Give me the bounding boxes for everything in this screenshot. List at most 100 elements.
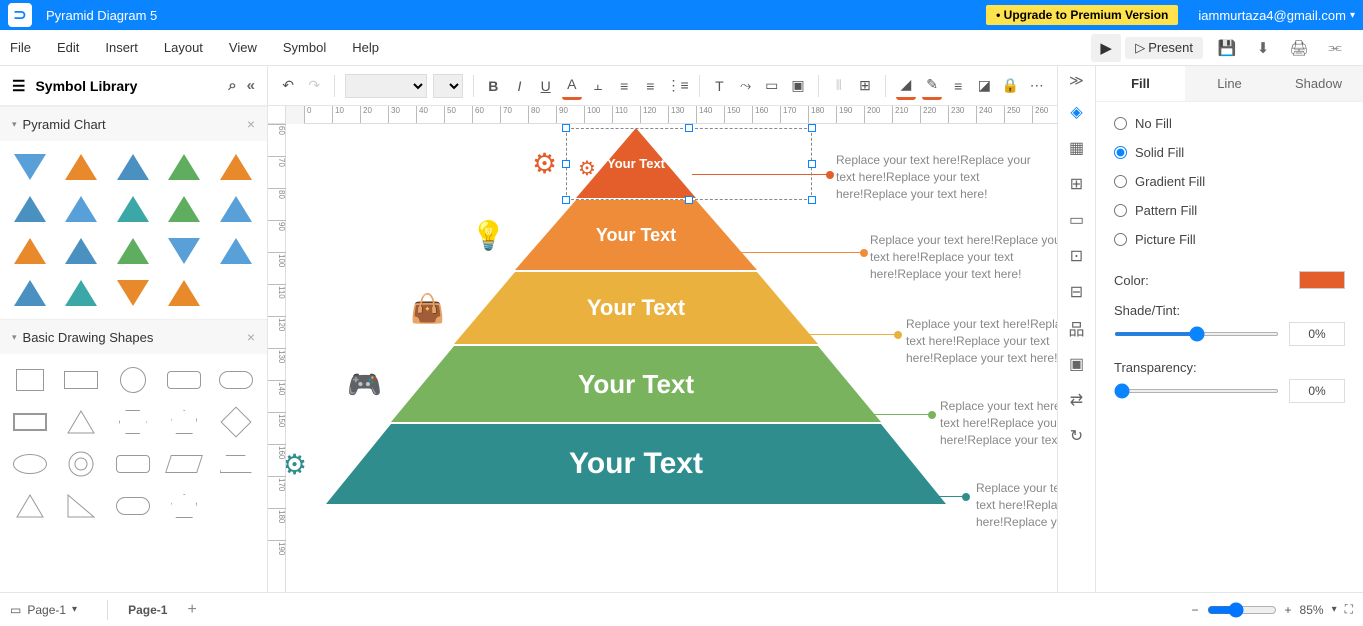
tab-shadow[interactable]: Shadow — [1274, 66, 1363, 101]
tab-fill[interactable]: Fill — [1096, 66, 1185, 101]
page-dropdown[interactable]: Page-1 — [27, 603, 66, 617]
fill-tool-icon[interactable]: ◈ — [1061, 95, 1093, 129]
pyramid-shape[interactable] — [8, 233, 52, 269]
italic-icon[interactable]: I — [509, 72, 529, 100]
tree-tool-icon[interactable]: 品 — [1061, 311, 1093, 345]
align-top-icon[interactable]: ⫠ — [588, 72, 608, 100]
line-color-icon[interactable]: ✎ — [922, 72, 942, 100]
basic-shape[interactable] — [8, 446, 52, 482]
zoom-in-icon[interactable]: + — [1285, 603, 1292, 617]
fullscreen-icon[interactable]: ⛶ — [1345, 602, 1353, 617]
shadow-icon[interactable]: ◪ — [974, 72, 994, 100]
pyramid-shape[interactable] — [162, 233, 206, 269]
pyramid-shape[interactable] — [8, 149, 52, 185]
radio-pattern-fill[interactable]: Pattern Fill — [1114, 203, 1345, 218]
underline-icon[interactable]: U — [536, 72, 556, 100]
pyramid-shape[interactable] — [214, 149, 258, 185]
pyramid-shape[interactable] — [162, 275, 206, 311]
format-tool-icon[interactable]: ▣ — [1061, 347, 1093, 381]
basic-shape[interactable] — [111, 446, 155, 482]
font-color-icon[interactable]: A — [562, 72, 582, 100]
pyramid-level[interactable]: Your Text — [326, 424, 946, 504]
undo-icon[interactable]: ↶ — [278, 72, 298, 100]
basic-shape[interactable] — [214, 362, 258, 398]
slideshow-icon[interactable]: ▶ — [1091, 34, 1121, 62]
bullets-icon[interactable]: ⋮≡ — [666, 72, 688, 100]
level-description[interactable]: Replace your text here!Replace your text… — [836, 152, 1036, 202]
selection-handle[interactable] — [808, 124, 816, 132]
download-icon[interactable]: ⬇ — [1245, 34, 1281, 62]
level-description[interactable]: Replace your text here!Replace your text… — [870, 232, 1057, 282]
panel-basic-shapes[interactable]: Basic Drawing Shapes × — [0, 320, 267, 354]
pyramid-shape[interactable] — [8, 191, 52, 227]
more-icon[interactable]: ⋯ — [1027, 72, 1047, 100]
radio-gradient-fill[interactable]: Gradient Fill — [1114, 174, 1345, 189]
canvas[interactable]: Your Text⚙Replace your text here!Replace… — [286, 124, 1057, 592]
menu-layout[interactable]: Layout — [164, 40, 203, 55]
level-description[interactable]: Replace your text here!Replace your text… — [906, 316, 1057, 366]
color-swatch[interactable] — [1299, 271, 1345, 289]
align-middle-icon[interactable]: ≡ — [614, 72, 634, 100]
pyramid-shape[interactable] — [111, 275, 155, 311]
radio-picture-fill[interactable]: Picture Fill — [1114, 232, 1345, 247]
pyramid-shape[interactable] — [214, 233, 258, 269]
tab-line[interactable]: Line — [1185, 66, 1274, 101]
menu-insert[interactable]: Insert — [105, 40, 138, 55]
pyramid-level[interactable]: Your Text — [454, 272, 818, 344]
bold-icon[interactable]: B — [483, 72, 503, 100]
zoom-slider[interactable] — [1207, 602, 1277, 618]
pyramid-shape[interactable] — [59, 275, 103, 311]
layout-tool-icon[interactable]: ▦ — [1061, 131, 1093, 165]
basic-shape[interactable] — [162, 446, 206, 482]
app-logo[interactable]: ⊃ — [8, 3, 32, 27]
selection-handle[interactable] — [808, 160, 816, 168]
close-panel-icon[interactable]: × — [247, 329, 255, 345]
pyramid-shape[interactable] — [59, 191, 103, 227]
pyramid-shape[interactable] — [111, 191, 155, 227]
selection-handle[interactable] — [562, 196, 570, 204]
level-description[interactable]: Replace your text here!Replace your text… — [940, 398, 1057, 448]
selection-handle[interactable] — [808, 196, 816, 204]
basic-shape[interactable] — [59, 488, 103, 524]
menu-symbol[interactable]: Symbol — [283, 40, 326, 55]
zoom-out-icon[interactable]: − — [1192, 603, 1199, 617]
panel-pyramid-chart[interactable]: Pyramid Chart × — [0, 107, 267, 141]
pages-icon[interactable]: ▭ — [10, 603, 21, 617]
expand-panel-icon[interactable]: ≫ — [1069, 72, 1084, 89]
history-tool-icon[interactable]: ↻ — [1061, 419, 1093, 453]
align-icon[interactable]: ⫴ — [829, 72, 849, 100]
lock-icon[interactable]: 🔒 — [1000, 72, 1020, 100]
pyramid-shape[interactable] — [59, 149, 103, 185]
basic-shape[interactable] — [8, 488, 52, 524]
fill-color-icon[interactable]: ◢ — [896, 72, 916, 100]
collapse-sidebar-icon[interactable]: « — [247, 77, 255, 94]
selection-handle[interactable] — [685, 124, 693, 132]
transparency-slider[interactable] — [1114, 389, 1279, 393]
pyramid-shape[interactable] — [214, 191, 258, 227]
share-icon[interactable]: ⫘ — [1317, 34, 1353, 62]
connector-icon[interactable]: ⤳ — [736, 72, 756, 100]
user-menu[interactable]: iammurtaza4@gmail.com — [1198, 8, 1355, 23]
chevron-down-icon[interactable]: ▾ — [1332, 604, 1337, 615]
basic-shape[interactable] — [8, 404, 52, 440]
chevron-down-icon[interactable]: ▾ — [72, 604, 77, 615]
menu-help[interactable]: Help — [352, 40, 379, 55]
pyramid-shape[interactable] — [111, 149, 155, 185]
pyramid-level[interactable]: Your Text — [391, 346, 881, 422]
present-button[interactable]: ▷Present — [1125, 37, 1203, 59]
pyramid-shape[interactable] — [162, 191, 206, 227]
radio-no-fill[interactable]: No Fill — [1114, 116, 1345, 131]
pyramid-shape[interactable] — [162, 149, 206, 185]
close-panel-icon[interactable]: × — [247, 116, 255, 132]
search-icon[interactable]: ⌕ — [228, 77, 236, 94]
redo-icon[interactable]: ↷ — [304, 72, 324, 100]
basic-shape[interactable] — [162, 488, 206, 524]
add-page-button[interactable]: + — [187, 601, 196, 619]
container-icon[interactable]: ▣ — [788, 72, 808, 100]
page-tab[interactable]: Page-1 — [118, 599, 177, 621]
basic-shape[interactable] — [214, 404, 258, 440]
swap-tool-icon[interactable]: ⇄ — [1061, 383, 1093, 417]
basic-shape[interactable] — [111, 362, 155, 398]
selection-handle[interactable] — [685, 196, 693, 204]
font-select[interactable] — [345, 74, 427, 98]
